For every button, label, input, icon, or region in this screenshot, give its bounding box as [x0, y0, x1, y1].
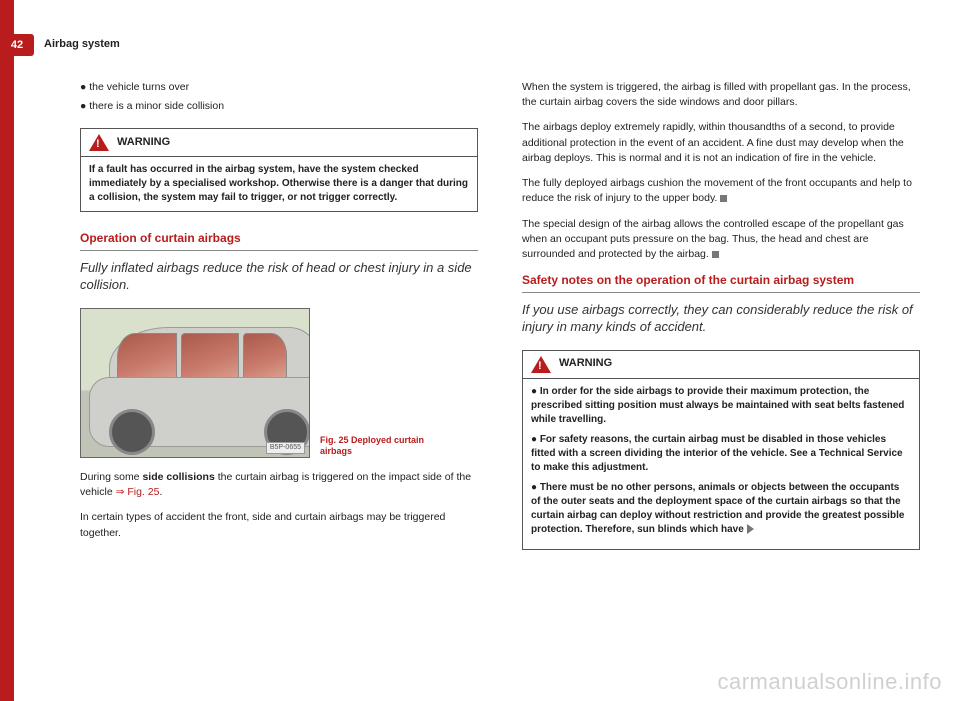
section-subtitle: If you use airbags correctly, they can c…: [522, 301, 920, 336]
end-square-icon: [712, 251, 719, 258]
paragraph: When the system is triggered, the airbag…: [522, 80, 920, 110]
watermark: carmanualsonline.info: [717, 669, 942, 695]
warning-title: WARNING: [117, 135, 170, 151]
figure-caption: Fig. 25 Deployed curtain airbags: [320, 435, 430, 458]
paragraph: During some side collisions the curtain …: [80, 470, 478, 500]
figure-wrap: B5P-0655 Fig. 25 Deployed curtain airbag…: [80, 308, 478, 458]
text: .: [159, 486, 162, 498]
warning-body: If a fault has occurred in the airbag sy…: [81, 157, 477, 211]
warning-triangle-icon: [89, 134, 109, 151]
bullet-item: the vehicle turns over: [80, 80, 478, 95]
warning-item: For safety reasons, the curtain airbag m…: [531, 433, 911, 475]
page-content: the vehicle turns over there is a minor …: [80, 80, 920, 671]
warning-title: WARNING: [559, 356, 612, 372]
warning-header: WARNING: [81, 129, 477, 157]
paragraph: In certain types of accident the front, …: [80, 510, 478, 540]
warning-box: WARNING In order for the side airbags to…: [522, 350, 920, 550]
warning-body: In order for the side airbags to provide…: [523, 379, 919, 549]
warning-item: In order for the side airbags to provide…: [531, 385, 911, 427]
figure-reference-link[interactable]: ⇒ Fig. 25: [116, 486, 160, 498]
left-column: the vehicle turns over there is a minor …: [80, 80, 478, 671]
end-square-icon: [720, 195, 727, 202]
paragraph: The airbags deploy extremely rapidly, wi…: [522, 120, 920, 166]
text: There must be no other persons, animals …: [531, 482, 904, 535]
page-header: Airbag system: [44, 38, 120, 50]
bullet-item: there is a minor side collision: [80, 99, 478, 114]
paragraph: The fully deployed airbags cushion the m…: [522, 176, 920, 206]
warning-triangle-icon: [531, 356, 551, 373]
text: During some: [80, 471, 142, 483]
section-subtitle: Fully inflated airbags reduce the risk o…: [80, 259, 478, 294]
text: The fully deployed airbags cushion the m…: [522, 177, 912, 204]
warning-box: WARNING If a fault has occurred in the a…: [80, 128, 478, 212]
warning-header: WARNING: [523, 351, 919, 379]
intro-bullets: the vehicle turns over there is a minor …: [80, 80, 478, 114]
figure-deployed-airbags: B5P-0655: [80, 308, 310, 458]
right-column: When the system is triggered, the airbag…: [522, 80, 920, 671]
figure-id-tag: B5P-0655: [266, 442, 305, 454]
continue-triangle-icon: [747, 524, 754, 534]
text-bold: side collisions: [142, 471, 214, 483]
section-title: Operation of curtain airbags: [80, 230, 478, 250]
section-title: Safety notes on the operation of the cur…: [522, 272, 920, 292]
car-illustration: [89, 327, 310, 449]
paragraph: The special design of the airbag allows …: [522, 217, 920, 263]
page-number-tab: 42: [0, 34, 34, 56]
warning-item: There must be no other persons, animals …: [531, 481, 911, 537]
page-edge-bar: [0, 0, 14, 701]
